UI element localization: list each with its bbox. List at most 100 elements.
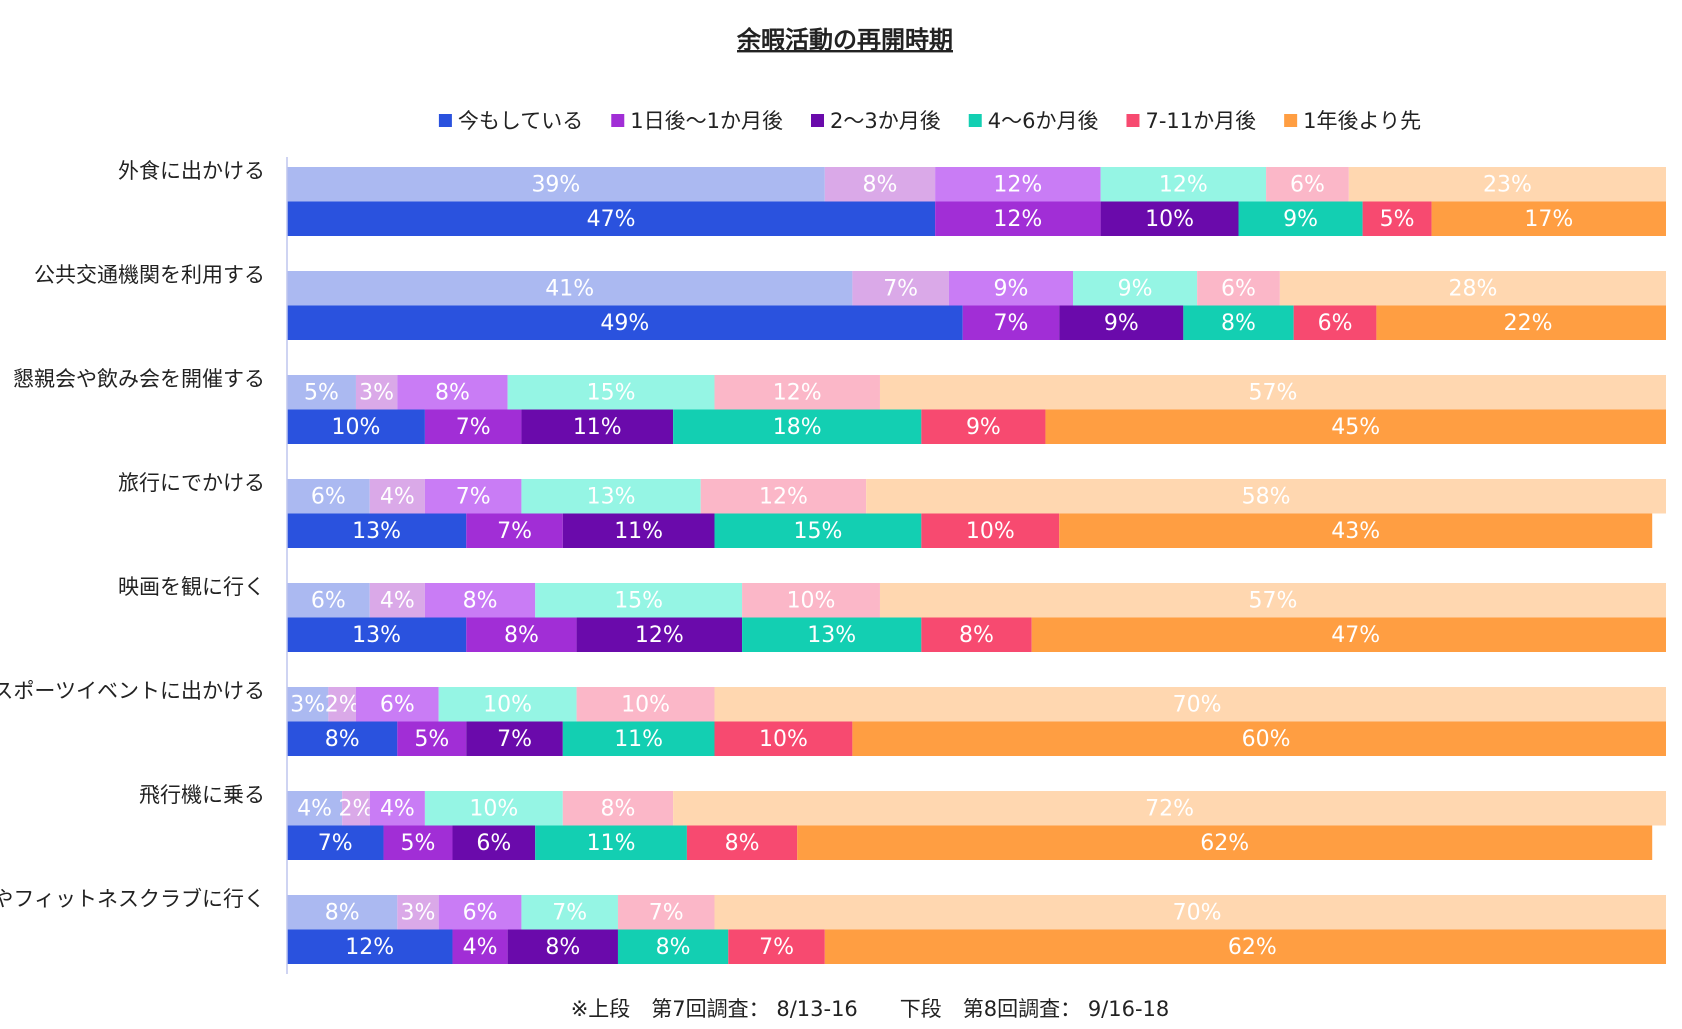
bar-segment — [369, 479, 425, 514]
data-label: 10% — [621, 692, 670, 717]
legend-label: 1日後～1か月後 — [630, 109, 783, 133]
data-label: 15% — [793, 519, 842, 544]
data-label: 9% — [1118, 276, 1153, 301]
bar-segment — [617, 895, 715, 930]
data-label: 8% — [325, 900, 360, 925]
bar-segment — [507, 375, 715, 410]
data-label: 8% — [504, 623, 539, 648]
data-label: 6% — [463, 900, 498, 925]
bar-segment — [287, 687, 329, 722]
data-label: 5% — [401, 831, 436, 856]
data-label: 6% — [1290, 172, 1325, 197]
data-label: 7% — [759, 935, 794, 960]
bar-segment — [562, 721, 715, 756]
bar-segment — [328, 687, 356, 722]
data-label: 39% — [531, 172, 580, 197]
data-label: 7% — [552, 900, 587, 925]
bar-segment — [535, 583, 743, 618]
plot-area: 39% 8% 12% 12% 6% 23% 47% 12% 10% 9% 5% 17% 41% 7% 9% 9… — [287, 167, 1666, 964]
data-label: 28% — [1448, 276, 1497, 301]
data-label: 62% — [1228, 935, 1277, 960]
data-label: 11% — [614, 519, 663, 544]
data-label: 6% — [311, 588, 346, 613]
data-label: 7% — [883, 276, 918, 301]
data-label: 10% — [966, 519, 1015, 544]
bar-segment — [852, 721, 1666, 756]
y-tick-label: 飛行機に乗る — [139, 783, 265, 807]
data-label: 60% — [1242, 727, 1291, 752]
data-label: 11% — [614, 727, 663, 752]
bar-segment — [714, 687, 1666, 722]
bar-segment — [507, 929, 618, 964]
data-label: 12% — [993, 172, 1042, 197]
bar-segment — [1059, 305, 1184, 340]
bar-segment — [1197, 271, 1280, 306]
bar-segment — [576, 687, 715, 722]
bar-segment — [1376, 305, 1666, 340]
bar-segment — [562, 791, 674, 826]
data-label: 7% — [456, 415, 491, 440]
data-label: 47% — [1331, 623, 1380, 648]
data-label: 8% — [601, 796, 636, 821]
y-tick-label: 旅行にでかける — [118, 471, 265, 495]
bar-segment — [673, 791, 1666, 826]
y-tick-label: 外食に出かける — [118, 159, 265, 183]
bar-segment — [287, 895, 398, 930]
data-label: 4% — [297, 796, 332, 821]
bar-segment — [369, 583, 425, 618]
bar-segment — [287, 825, 384, 860]
data-label: 13% — [587, 484, 636, 509]
data-label: 3% — [401, 900, 436, 925]
legend-label: 2～3か月後 — [830, 109, 941, 133]
chart-title: 余暇活動の再開時期 — [736, 26, 953, 54]
bar-segment — [921, 409, 1046, 444]
data-label: 2% — [325, 692, 360, 717]
bar-segment — [397, 895, 439, 930]
bar-segment — [287, 409, 425, 444]
data-label: 9% — [1283, 207, 1318, 232]
data-label: 12% — [635, 623, 684, 648]
data-label: 15% — [587, 380, 636, 405]
bar-segment — [824, 167, 936, 202]
bar-segment — [287, 617, 467, 652]
bar-segment — [424, 409, 522, 444]
legend-swatch — [611, 114, 625, 127]
bar-segment — [466, 617, 577, 652]
data-label: 9% — [994, 276, 1029, 301]
bar-segment — [287, 583, 370, 618]
bar-segment — [879, 375, 1666, 410]
bar-segment — [383, 825, 453, 860]
data-label: 8% — [656, 935, 691, 960]
bar-segment — [714, 513, 922, 548]
legend: 今もしている 1日後～1か月後 2～3か月後 4～6か月後 7-11か月後 1年後より先 — [438, 109, 1421, 133]
legend-swatch — [1284, 114, 1298, 127]
legend-swatch — [968, 114, 982, 127]
data-label: 8% — [545, 935, 580, 960]
legend-label: 7-11か月後 — [1145, 109, 1256, 133]
data-label: 13% — [352, 623, 401, 648]
data-label: 10% — [1145, 207, 1194, 232]
bar-segment — [1100, 167, 1267, 202]
bar-segment — [1348, 167, 1666, 202]
data-label: 8% — [725, 831, 760, 856]
bar-segment — [355, 687, 439, 722]
data-label: 5% — [414, 727, 449, 752]
data-label: 6% — [311, 484, 346, 509]
data-label: 15% — [614, 588, 663, 613]
bar-segment — [742, 617, 922, 652]
data-label: 6% — [1318, 311, 1353, 336]
bar-segment — [424, 479, 522, 514]
y-tick-label: ジムやフィットネスクラブに行く — [0, 887, 265, 911]
bar-segment — [1073, 271, 1198, 306]
data-label: 3% — [290, 692, 325, 717]
bar-segment — [921, 513, 1060, 548]
data-label: 23% — [1483, 172, 1532, 197]
bar-segment — [1059, 513, 1653, 548]
bar-segment — [1183, 305, 1294, 340]
bar-segment — [535, 825, 687, 860]
data-label: 10% — [331, 415, 380, 440]
bar-segment — [1266, 167, 1349, 202]
data-label: 45% — [1331, 415, 1380, 440]
data-label: 8% — [435, 380, 470, 405]
data-label: 10% — [483, 692, 532, 717]
